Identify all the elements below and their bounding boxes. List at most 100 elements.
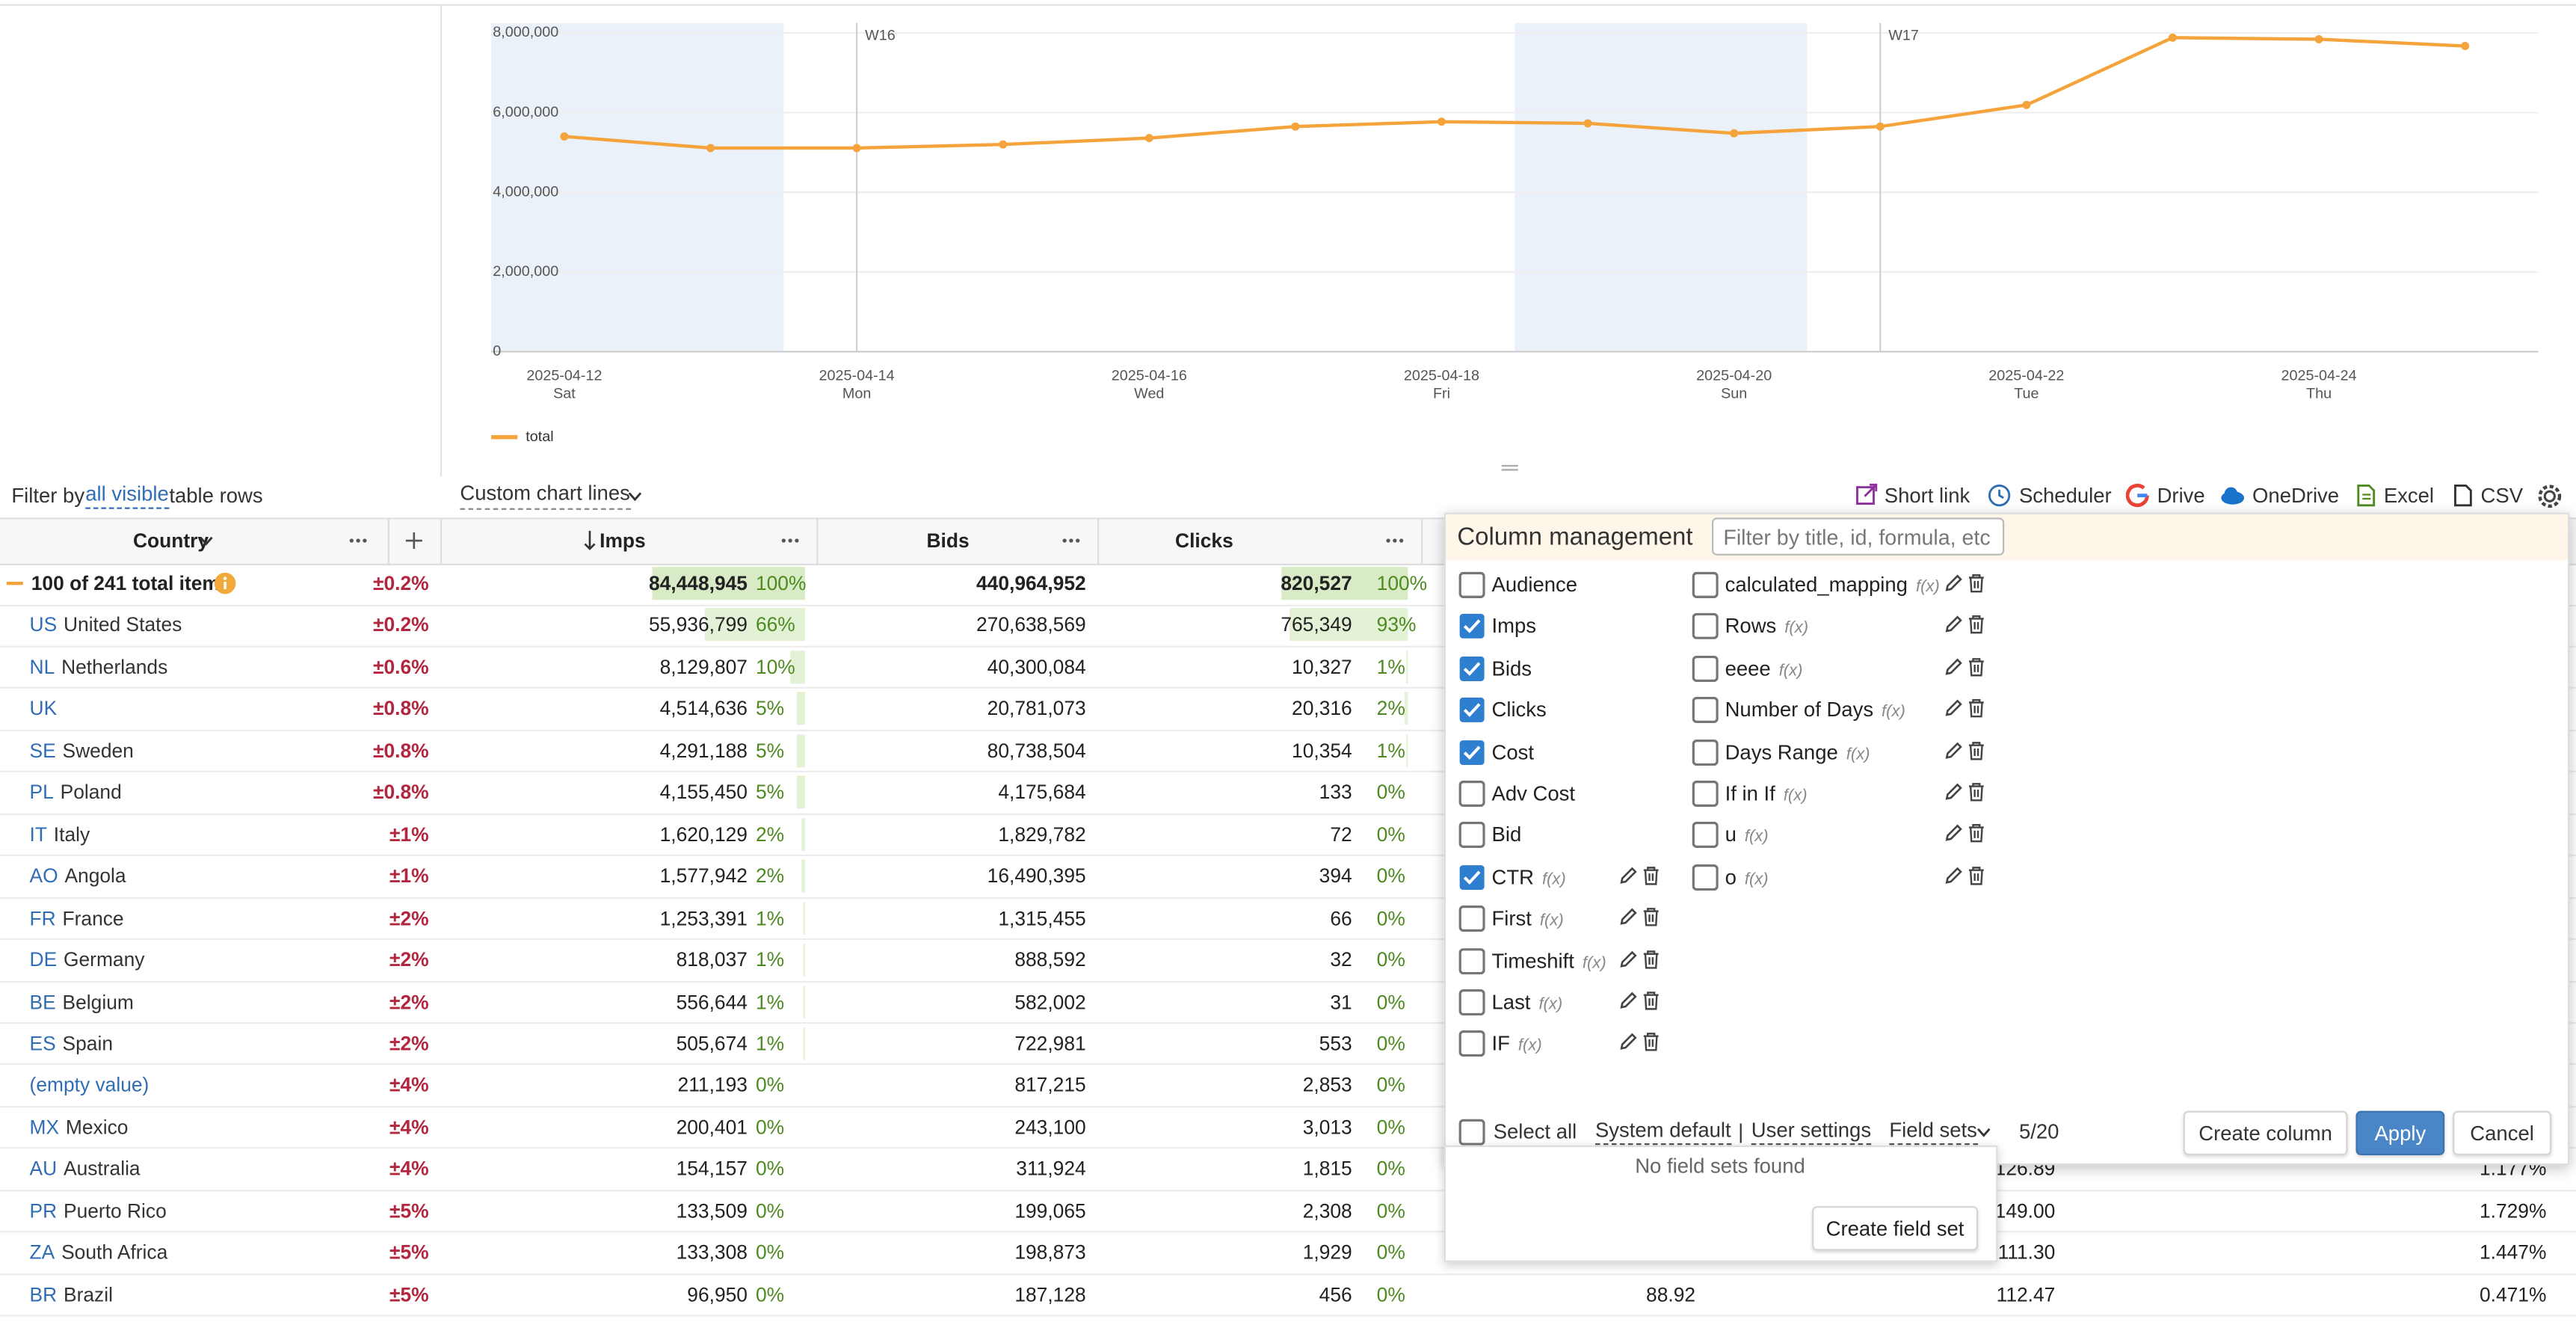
toolbar-button[interactable]: OneDrive bbox=[2252, 484, 2340, 508]
checkbox[interactable] bbox=[1458, 571, 1485, 598]
checkbox[interactable] bbox=[1459, 739, 1485, 765]
toolbar-icon[interactable] bbox=[2219, 483, 2245, 508]
edit-button[interactable] bbox=[1618, 908, 1638, 927]
checkbox[interactable] bbox=[1692, 864, 1719, 891]
sort-indicator[interactable] bbox=[583, 529, 597, 551]
delete-button[interactable] bbox=[1967, 824, 1986, 843]
delete-button[interactable] bbox=[1967, 866, 1986, 885]
column-option[interactable]: IF f(x) bbox=[1492, 1033, 1542, 1056]
chevron[interactable] bbox=[1976, 1125, 1991, 1139]
column-option[interactable]: Rows f(x) bbox=[1725, 615, 1808, 639]
chevron[interactable] bbox=[199, 534, 214, 547]
checkbox[interactable] bbox=[1459, 614, 1485, 640]
column-menu[interactable] bbox=[780, 535, 800, 545]
search-input[interactable]: Filter by title, id, formula, etc bbox=[1712, 517, 2005, 556]
edit-button[interactable] bbox=[1944, 574, 1963, 593]
column-menu[interactable] bbox=[1385, 535, 1405, 545]
user-settings[interactable]: User settings bbox=[1751, 1120, 1872, 1145]
column-option[interactable]: Cost bbox=[1492, 740, 1534, 763]
filter-link[interactable]: all visible bbox=[85, 485, 169, 508]
create-column-button[interactable]: Create column bbox=[2183, 1110, 2348, 1155]
checkbox[interactable] bbox=[1692, 613, 1719, 640]
delete-button[interactable] bbox=[1967, 782, 1986, 802]
toolbar-icon[interactable] bbox=[2354, 483, 2379, 508]
add-column[interactable] bbox=[404, 531, 424, 550]
toolbar-button[interactable]: Short link bbox=[1884, 484, 1970, 508]
checkbox[interactable] bbox=[1459, 864, 1485, 891]
edit-button[interactable] bbox=[1944, 615, 1963, 635]
delete-button[interactable] bbox=[1642, 908, 1661, 927]
edit-button[interactable] bbox=[1944, 782, 1963, 802]
edit-button[interactable] bbox=[1618, 1033, 1638, 1052]
field-sets[interactable]: Field sets bbox=[1889, 1120, 1977, 1145]
checkbox[interactable] bbox=[1458, 780, 1485, 808]
delete-button[interactable] bbox=[1967, 698, 1986, 718]
column-option[interactable]: First f(x) bbox=[1492, 908, 1564, 931]
column-option[interactable]: Audience bbox=[1492, 574, 1578, 597]
create-field-set-button[interactable]: Create field set bbox=[1812, 1206, 1979, 1251]
delete-button[interactable] bbox=[1967, 615, 1986, 635]
edit-button[interactable] bbox=[1944, 698, 1963, 718]
checkbox[interactable] bbox=[1458, 947, 1485, 974]
checkbox[interactable] bbox=[1458, 1119, 1485, 1146]
chevron[interactable] bbox=[628, 490, 643, 503]
toolbar-button[interactable]: Excel bbox=[2383, 484, 2435, 508]
toolbar-icon[interactable] bbox=[1988, 483, 2012, 508]
cancel-button[interactable]: Cancel bbox=[2453, 1110, 2552, 1155]
edit-button[interactable] bbox=[1944, 866, 1963, 885]
column-option[interactable]: If in If f(x) bbox=[1725, 782, 1808, 805]
edit-button[interactable] bbox=[1618, 991, 1638, 1010]
apply-button[interactable]: Apply bbox=[2355, 1110, 2445, 1155]
delete-button[interactable] bbox=[1642, 1033, 1661, 1052]
column-option[interactable]: Imps bbox=[1492, 615, 1537, 639]
column-option[interactable]: calculated_mapping f(x) bbox=[1725, 574, 1940, 597]
delete-button[interactable] bbox=[1642, 991, 1661, 1010]
column-header[interactable]: Bids bbox=[926, 529, 970, 553]
select-all[interactable]: Select all bbox=[1493, 1120, 1577, 1144]
column-option[interactable]: Number of Days f(x) bbox=[1725, 698, 1905, 722]
toolbar-icon[interactable] bbox=[2451, 483, 2476, 508]
delete-button[interactable] bbox=[1642, 949, 1661, 968]
checkbox[interactable] bbox=[1458, 822, 1485, 849]
column-menu[interactable] bbox=[348, 535, 368, 545]
system-default[interactable]: System default bbox=[1594, 1120, 1731, 1145]
column-option[interactable]: Bids bbox=[1492, 657, 1532, 680]
edit-button[interactable] bbox=[1618, 866, 1638, 885]
edit-button[interactable] bbox=[1944, 740, 1963, 760]
delete-button[interactable] bbox=[1967, 740, 1986, 760]
toolbar-button[interactable]: Scheduler bbox=[2018, 484, 2112, 508]
delete-button[interactable] bbox=[1967, 657, 1986, 677]
toolbar-icon[interactable] bbox=[1855, 483, 1879, 508]
column-option[interactable]: Bid bbox=[1492, 824, 1522, 847]
checkbox[interactable] bbox=[1692, 655, 1719, 682]
checkbox[interactable] bbox=[1692, 571, 1719, 598]
checkbox[interactable] bbox=[1458, 989, 1485, 1016]
checkbox[interactable] bbox=[1459, 655, 1485, 681]
delete-button[interactable] bbox=[1967, 574, 1986, 593]
info-icon[interactable] bbox=[214, 572, 237, 595]
column-header[interactable]: Country bbox=[133, 529, 209, 553]
checkbox[interactable] bbox=[1692, 780, 1719, 808]
column-option[interactable]: CTR f(x) bbox=[1492, 866, 1566, 889]
column-option[interactable]: o f(x) bbox=[1725, 866, 1769, 889]
column-option[interactable]: Last f(x) bbox=[1492, 991, 1563, 1014]
column-option[interactable]: Timeshift f(x) bbox=[1492, 949, 1606, 972]
edit-button[interactable] bbox=[1944, 657, 1963, 677]
edit-button[interactable] bbox=[1618, 949, 1638, 968]
checkbox[interactable] bbox=[1692, 739, 1719, 766]
checkbox[interactable] bbox=[1458, 906, 1485, 932]
checkbox[interactable] bbox=[1459, 697, 1485, 723]
column-option[interactable]: Adv Cost bbox=[1492, 782, 1575, 805]
column-menu[interactable] bbox=[1061, 535, 1081, 545]
column-option[interactable]: eeee f(x) bbox=[1725, 657, 1803, 680]
column-header[interactable]: Clicks bbox=[1175, 529, 1233, 553]
settings-button[interactable] bbox=[2536, 483, 2563, 509]
chart-lines-button[interactable]: Custom chart lines bbox=[460, 484, 630, 509]
column-option[interactable]: Days Range f(x) bbox=[1725, 740, 1870, 763]
edit-button[interactable] bbox=[1944, 824, 1963, 843]
checkbox[interactable] bbox=[1458, 1030, 1485, 1057]
checkbox[interactable] bbox=[1692, 822, 1719, 849]
column-option[interactable]: Clicks bbox=[1492, 698, 1547, 722]
column-option[interactable]: u f(x) bbox=[1725, 824, 1769, 847]
toolbar-button[interactable]: CSV bbox=[2480, 484, 2524, 508]
